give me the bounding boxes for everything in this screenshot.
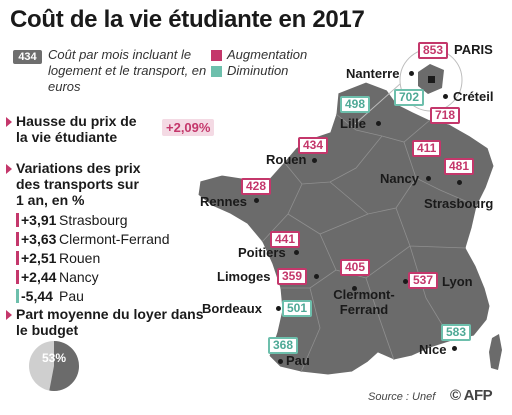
transport-city: Clermont-Ferrand — [59, 231, 170, 247]
dot-nice — [452, 346, 457, 351]
dot-limoges — [314, 274, 319, 279]
rent-title: Part moyenne du loyer dans le budget — [16, 306, 204, 338]
trend-bar — [16, 289, 19, 303]
rent-share-pie: 53% — [28, 340, 80, 392]
transport-value: -5,44 — [21, 288, 53, 304]
transport-city: Strasbourg — [59, 212, 128, 228]
badge-rouen: 434 — [298, 137, 329, 154]
label-creteil: Créteil — [453, 89, 494, 104]
badge-pau: 368 — [268, 337, 299, 354]
transport-city: Rouen — [59, 250, 101, 266]
badge-poitiers: 441 — [270, 231, 301, 248]
transport-title: Variations des prix des transports sur 1… — [16, 160, 141, 208]
dot-clermont — [352, 286, 357, 291]
legend-sample-badge: 434 — [13, 50, 42, 64]
trend-bar — [16, 251, 19, 265]
rise-title: Hausse du prix de la vie étudiante — [16, 113, 137, 145]
transport-row: +3,91 Strasbourg — [16, 212, 127, 228]
label-poitiers: Poitiers — [238, 245, 286, 260]
transport-row: +3,63 Clermont-Ferrand — [16, 231, 169, 247]
dot-rennes — [254, 198, 259, 203]
dot-nancy — [426, 176, 431, 181]
badge-nice: 583 — [441, 324, 472, 341]
corsica-outline — [489, 334, 502, 370]
bullet-icon — [6, 310, 12, 320]
trend-bar — [16, 232, 19, 246]
label-nanterre: Nanterre — [346, 66, 400, 81]
trend-bar — [16, 213, 19, 227]
dot-bordeaux — [276, 306, 281, 311]
label-strasbourg: Strasbourg — [424, 196, 494, 211]
label-nice: Nice — [419, 342, 447, 357]
paris-zoom-line — [354, 83, 401, 125]
badge-nanterre: 702 — [394, 89, 425, 106]
legend-description: Coût par mois incluant le logement et le… — [48, 47, 207, 94]
dot-poitiers — [294, 250, 299, 255]
label-pau: Pau — [286, 353, 310, 368]
rise-value: +2,09% — [162, 119, 215, 136]
legend-decrease-label: Diminution — [227, 63, 289, 78]
label-rennes: Rennes — [200, 194, 247, 209]
afp-logo: © AFP — [450, 387, 493, 404]
badge-limoges: 359 — [277, 268, 308, 285]
pie-slice-rent — [49, 341, 80, 391]
chart-title: Coût de la vie étudiante en 2017 — [10, 6, 365, 33]
label-lyon: Lyon — [442, 274, 473, 289]
transport-row: +2,51 Rouen — [16, 250, 100, 266]
label-lille: Lille — [340, 116, 367, 131]
dot-rouen — [312, 158, 317, 163]
transport-value: +3,63 — [21, 231, 57, 247]
badge-creteil: 718 — [430, 107, 461, 124]
transport-value: +3,91 — [21, 212, 57, 228]
region-borders — [261, 113, 478, 373]
badge-clermont: 405 — [340, 259, 371, 276]
france-map: 853 PARIS Nanterre 702 Créteil 718 498 L… — [190, 38, 512, 393]
dot-lille — [376, 121, 381, 126]
label-bordeaux: Bordeaux — [202, 301, 262, 316]
label-limoges: Limoges — [217, 269, 271, 284]
label-paris: PARIS — [454, 42, 493, 57]
badge-nancy: 411 — [412, 140, 442, 157]
bullet-icon — [6, 164, 12, 174]
badge-paris: 853 — [418, 42, 449, 59]
label-clermont: Clermont-Ferrand — [333, 287, 395, 317]
source-note: Source : Unef — [368, 391, 436, 403]
badge-lyon: 537 — [408, 272, 439, 289]
dot-nanterre — [409, 71, 414, 76]
badge-strasbourg: 481 — [444, 158, 475, 175]
dot-pau — [278, 359, 283, 364]
transport-value: +2,44 — [21, 269, 57, 285]
badge-rennes: 428 — [241, 178, 272, 195]
dot-creteil — [443, 94, 448, 99]
legend-increase-label: Augmentation — [227, 47, 308, 62]
badge-lille: 498 — [340, 96, 371, 113]
trend-bar — [16, 270, 19, 284]
transport-row: +2,44 Nancy — [16, 269, 99, 285]
dot-strasbourg — [457, 180, 462, 185]
badge-bordeaux: 501 — [282, 300, 313, 317]
transport-row: -5,44 Pau — [16, 288, 84, 304]
label-rouen: Rouen — [266, 152, 307, 167]
legend-increase-swatch — [211, 50, 222, 61]
afp-logo-text: AFP — [463, 387, 493, 404]
transport-city: Nancy — [59, 269, 99, 285]
label-nancy: Nancy — [380, 171, 420, 186]
transport-city: Pau — [59, 288, 84, 304]
dot-lyon — [403, 279, 408, 284]
legend-decrease-swatch — [211, 66, 222, 77]
paris-marker — [428, 76, 435, 83]
transport-value: +2,51 — [21, 250, 57, 266]
rent-share-label: 53% — [42, 351, 66, 365]
bullet-icon — [6, 117, 12, 127]
